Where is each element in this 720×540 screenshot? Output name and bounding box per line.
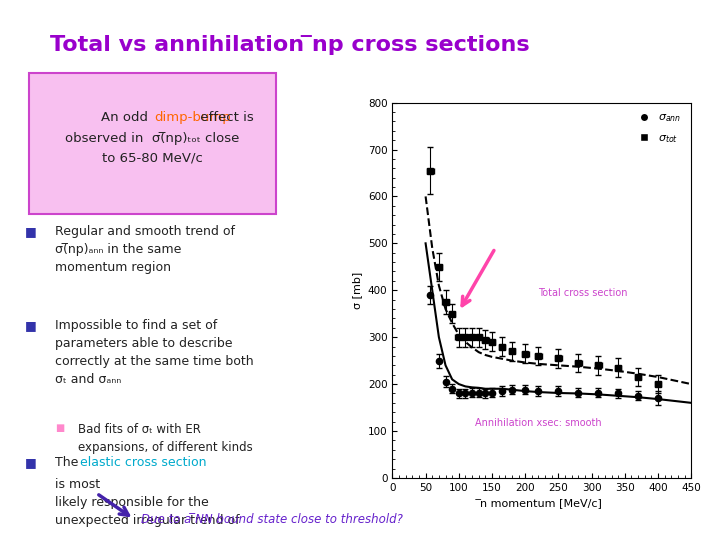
- Text: elastic cross section: elastic cross section: [80, 456, 206, 469]
- Text: observed in  σ(̅np)ₜₒₜ close: observed in σ(̅np)ₜₒₜ close: [66, 132, 240, 145]
- Text: dimp-bump: dimp-bump: [155, 111, 231, 124]
- Text: ■: ■: [25, 320, 37, 333]
- FancyBboxPatch shape: [29, 73, 276, 214]
- Text: Regular and smooth trend of
σ(̅np)ₐₙₙ in the same
momentum region: Regular and smooth trend of σ(̅np)ₐₙₙ in…: [55, 226, 235, 274]
- Text: Due to a ̅NN bound state close to threshold?: Due to a ̅NN bound state close to thresh…: [141, 512, 403, 525]
- X-axis label: ̅n momentum [MeV/c]: ̅n momentum [MeV/c]: [481, 498, 603, 508]
- Text: is most
likely responsible for the
unexpected irregular trend of: is most likely responsible for the unexp…: [55, 478, 240, 526]
- Text: Impossible to find a set of
parameters able to describe
correctly at the same ti: Impossible to find a set of parameters a…: [55, 320, 254, 387]
- Text: ■: ■: [55, 423, 65, 433]
- Text: Total cross section: Total cross section: [539, 288, 628, 298]
- Text: ■: ■: [25, 456, 37, 469]
- Text: The: The: [55, 456, 83, 469]
- Text: effect is: effect is: [196, 111, 253, 124]
- Text: An odd: An odd: [102, 111, 153, 124]
- Legend: $\sigma_{ann}$, $\sigma_{tot}$: $\sigma_{ann}$, $\sigma_{tot}$: [634, 108, 685, 150]
- Text: Total vs annihilation ̅np cross sections: Total vs annihilation ̅np cross sections: [50, 35, 530, 55]
- Text: Bad fits of σₜ with ER
expansions, of different kinds: Bad fits of σₜ with ER expansions, of di…: [78, 423, 253, 454]
- Text: ■: ■: [25, 226, 37, 239]
- Y-axis label: σ [mb]: σ [mb]: [352, 272, 362, 309]
- Text: Annihilation xsec: smooth: Annihilation xsec: smooth: [475, 417, 602, 428]
- Text: to 65-80 MeV/c: to 65-80 MeV/c: [102, 152, 203, 165]
